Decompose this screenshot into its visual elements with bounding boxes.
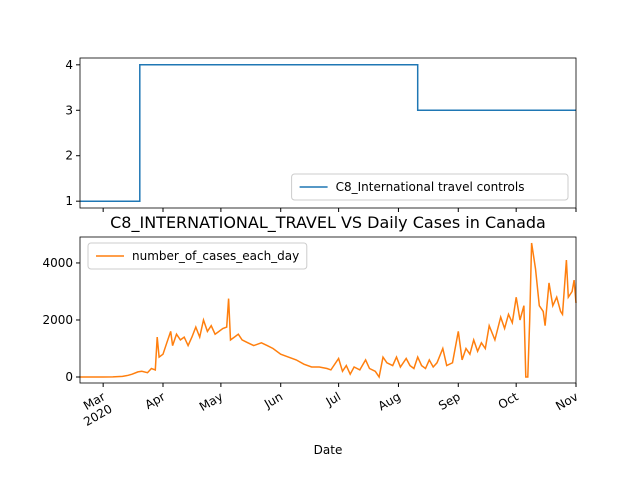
legend-box	[87, 242, 308, 270]
legend-label: number_of_cases_each_day	[132, 249, 299, 263]
legend-label: C8_International travel controls	[336, 180, 525, 194]
data-line	[80, 242, 577, 379]
x-axis-label: Date	[314, 443, 343, 457]
y-tick-label: 4	[65, 58, 73, 72]
data-line	[80, 64, 576, 202]
chart-title: C8_INTERNATIONAL_TRAVEL VS Daily Cases i…	[110, 213, 546, 233]
legend-box	[291, 173, 569, 201]
y-tick-label: 1	[65, 194, 73, 208]
axes-frame	[79, 236, 577, 384]
x-tick-label: Oct	[496, 389, 521, 412]
x-tick-label: Mar2020	[74, 389, 115, 429]
y-tick-label: 2000	[42, 313, 73, 327]
axes-frame	[79, 57, 577, 209]
x-tick-label: May	[197, 389, 225, 414]
x-tick-label: Nov	[553, 389, 580, 413]
x-tick-label: Aug	[376, 389, 403, 413]
x-tick-label: Sep	[436, 389, 463, 412]
x-tick-label: Jul	[323, 389, 343, 409]
y-tick-label: 3	[65, 103, 73, 117]
y-tick-label: 0	[65, 370, 73, 384]
y-tick-label: 2	[65, 149, 73, 163]
x-tick-label: Apr	[143, 389, 168, 412]
x-tick-label: Jun	[261, 389, 285, 411]
y-tick-label: 4000	[42, 256, 73, 270]
